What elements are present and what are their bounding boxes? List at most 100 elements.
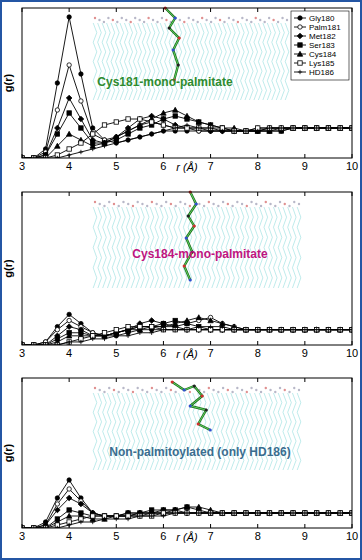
marker bbox=[326, 328, 330, 332]
lipid-head bbox=[272, 19, 274, 21]
lipid-head bbox=[151, 387, 153, 389]
background bbox=[0, 0, 362, 560]
marker bbox=[291, 511, 295, 515]
lipid-tail bbox=[273, 207, 277, 288]
lipid-tail bbox=[112, 207, 116, 288]
marker bbox=[244, 511, 248, 515]
marker bbox=[138, 514, 142, 518]
marker bbox=[232, 511, 236, 515]
marker bbox=[267, 126, 271, 130]
marker bbox=[138, 324, 142, 328]
x-tick-top bbox=[22, 378, 23, 382]
atom bbox=[177, 63, 180, 66]
marker bbox=[326, 126, 330, 130]
x-tick-label: 5 bbox=[113, 160, 119, 172]
lipid-tail bbox=[98, 393, 102, 470]
x-tick-top bbox=[210, 192, 211, 196]
lipid-head bbox=[108, 387, 110, 389]
x-tick-top bbox=[210, 8, 211, 12]
x-tick bbox=[257, 524, 258, 528]
marker bbox=[291, 328, 295, 332]
anchor-stick bbox=[184, 192, 196, 280]
x-tick-label: 9 bbox=[302, 530, 308, 542]
lipid-head bbox=[274, 391, 276, 393]
marker bbox=[126, 334, 130, 338]
lipid-head bbox=[265, 201, 267, 203]
marker bbox=[244, 129, 248, 133]
marker bbox=[279, 510, 284, 515]
marker bbox=[232, 328, 236, 332]
marker bbox=[78, 501, 84, 507]
marker bbox=[173, 328, 177, 332]
marker bbox=[149, 331, 153, 335]
marker bbox=[220, 129, 224, 133]
x-tick bbox=[304, 154, 305, 158]
marker bbox=[255, 327, 260, 332]
marker bbox=[208, 318, 213, 323]
marker bbox=[338, 126, 342, 130]
marker bbox=[114, 334, 118, 338]
x-tick bbox=[163, 524, 164, 528]
marker bbox=[91, 132, 95, 136]
marker bbox=[161, 129, 165, 133]
marker bbox=[279, 328, 283, 332]
x-tick-top bbox=[352, 8, 353, 12]
marker bbox=[161, 129, 165, 133]
lipid-head bbox=[155, 203, 157, 205]
marker bbox=[256, 328, 260, 332]
marker bbox=[231, 510, 237, 516]
marker bbox=[125, 128, 130, 133]
marker bbox=[291, 328, 295, 332]
marker bbox=[208, 511, 212, 515]
marker bbox=[256, 511, 260, 515]
legend: Gly180Palm181Met182Ser183Cys184Lys185HD1… bbox=[291, 11, 349, 80]
marker bbox=[91, 514, 95, 518]
marker bbox=[185, 123, 189, 127]
lipid-head bbox=[255, 17, 257, 19]
marker bbox=[326, 125, 331, 130]
marker bbox=[149, 132, 153, 136]
marker bbox=[185, 511, 189, 515]
marker bbox=[279, 511, 283, 515]
lipid-head bbox=[269, 203, 271, 205]
marker bbox=[138, 324, 142, 328]
marker bbox=[114, 517, 118, 521]
lipid-tail bbox=[267, 23, 271, 100]
marker bbox=[338, 511, 342, 515]
x-tick bbox=[257, 341, 258, 345]
lipid-head bbox=[146, 205, 148, 207]
marker bbox=[278, 125, 284, 131]
marker bbox=[326, 125, 332, 131]
marker bbox=[79, 99, 83, 103]
x-tick-label: 3 bbox=[19, 530, 25, 542]
anchor-stick-highlight bbox=[165, 8, 179, 80]
legend-box bbox=[291, 11, 349, 80]
marker bbox=[114, 135, 118, 139]
x-tick bbox=[163, 154, 164, 158]
lipid-head bbox=[155, 389, 157, 391]
marker bbox=[244, 511, 248, 515]
legend-label: Met182 bbox=[309, 32, 336, 41]
lipid-head bbox=[260, 391, 262, 393]
lipid-head bbox=[268, 17, 270, 19]
marker bbox=[161, 328, 165, 332]
marker bbox=[197, 511, 201, 515]
marker bbox=[231, 327, 237, 333]
series-line bbox=[22, 489, 352, 528]
marker bbox=[67, 508, 71, 512]
lipid-tail bbox=[254, 23, 258, 100]
marker bbox=[138, 514, 142, 518]
marker bbox=[302, 327, 308, 333]
marker bbox=[279, 328, 283, 332]
lipid-head bbox=[189, 391, 191, 393]
marker bbox=[290, 327, 295, 332]
lipid-head bbox=[293, 387, 295, 389]
marker bbox=[220, 510, 226, 516]
marker bbox=[314, 328, 318, 332]
marker bbox=[149, 324, 153, 328]
marker bbox=[291, 328, 295, 332]
plot-frame bbox=[22, 8, 352, 158]
x-tick bbox=[116, 154, 117, 158]
lipid-head bbox=[227, 203, 229, 205]
marker bbox=[267, 511, 271, 515]
